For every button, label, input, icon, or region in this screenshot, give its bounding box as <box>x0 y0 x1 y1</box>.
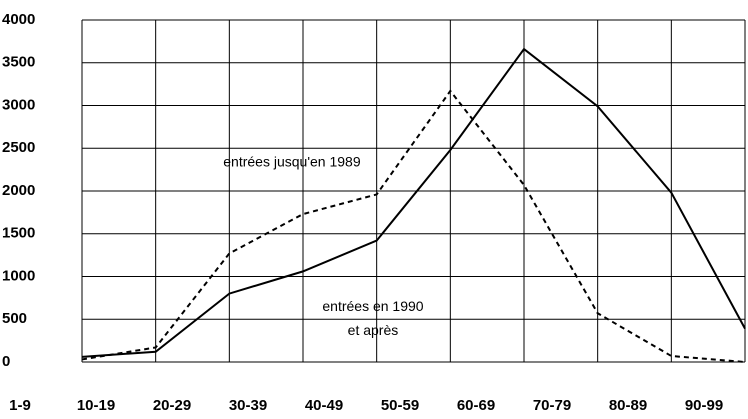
y-tick-label: 1500 <box>2 225 35 242</box>
x-tick-label: 1-9 <box>9 397 31 414</box>
y-tick-label: 0 <box>2 353 10 370</box>
x-tick-label: 60-69 <box>457 397 495 414</box>
x-tick-label: 90-99 <box>685 397 723 414</box>
annotation: entrées en 1990 <box>322 298 423 314</box>
y-tick-label: 3500 <box>2 54 35 71</box>
line-series <box>81 47 746 358</box>
y-tick-label: 4000 <box>2 11 35 28</box>
x-tick-label: 40-49 <box>305 397 343 414</box>
annotation: et après <box>348 322 399 338</box>
y-tick-label: 3000 <box>2 96 35 113</box>
y-tick-label: 1000 <box>2 267 35 284</box>
x-tick-label: 10-19 <box>77 397 115 414</box>
y-tick-label: 2500 <box>2 139 35 156</box>
y-tick-label: 2000 <box>2 182 35 199</box>
y-tick-label: 500 <box>2 310 27 327</box>
x-tick-label: 30-39 <box>229 397 267 414</box>
x-tick-label: 20-29 <box>153 397 191 414</box>
x-tick-label: 80-89 <box>609 397 647 414</box>
x-tick-label: 70-79 <box>533 397 571 414</box>
x-tick-label: 50-59 <box>381 397 419 414</box>
line-series <box>81 89 746 363</box>
annotation: entrées jusqu'en 1989 <box>223 153 361 169</box>
